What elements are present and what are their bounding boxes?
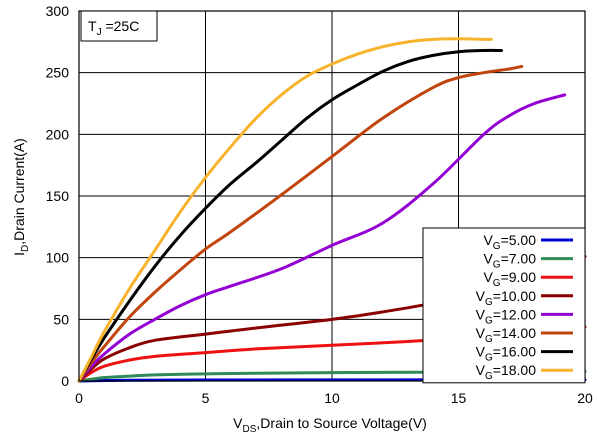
x-tick-label: 20 [577, 390, 593, 406]
x-axis-label: VDS,Drain to Source Voltage(V) [233, 415, 427, 435]
y-tick-label: 300 [46, 3, 70, 19]
legend-label: VG=5.00 [483, 232, 536, 252]
series-line-vg-16-00 [77, 48, 504, 383]
y-tick-label: 100 [46, 250, 70, 266]
annotation-rest: =25C [102, 18, 140, 34]
y-tick-label: 50 [53, 311, 69, 327]
y-tick-label: 150 [46, 188, 70, 204]
series-line-vg-12-00 [77, 93, 567, 383]
series-line-vg-14-00 [77, 65, 524, 383]
legend-box [422, 227, 586, 384]
x-tick-label: 0 [75, 390, 83, 406]
x-tick-label: 15 [451, 390, 467, 406]
series-line-vg-18-00 [77, 37, 493, 383]
legend-label: VG=7.00 [483, 251, 536, 271]
y-tick-label: 250 [46, 65, 70, 81]
legend-label: VG=10.00 [476, 288, 537, 308]
x-tick-label: 10 [324, 390, 340, 406]
svg-text:TJ =25C: TJ =25C [88, 18, 139, 38]
legend-label: VG=12.00 [476, 306, 537, 326]
legend-label: VG=16.00 [476, 344, 537, 364]
legend-label: VG=18.00 [476, 362, 537, 382]
y-tick-label: 200 [46, 126, 70, 142]
y-axis-label: ID,Drain Current(A) [11, 138, 31, 256]
legend: VG=5.00VG=7.00VG=9.00VG=10.00VG=12.00VG=… [422, 227, 586, 384]
temperature-annotation: TJ =25C [80, 10, 158, 42]
plot-frame [78, 10, 586, 382]
legend-label: VG=9.00 [483, 269, 536, 289]
y-tick-label: 0 [61, 373, 69, 389]
annotation-main: T [88, 18, 97, 34]
legend-label: VG=14.00 [476, 325, 537, 345]
x-tick-label: 5 [202, 390, 210, 406]
annotation-sub: J [97, 27, 102, 38]
